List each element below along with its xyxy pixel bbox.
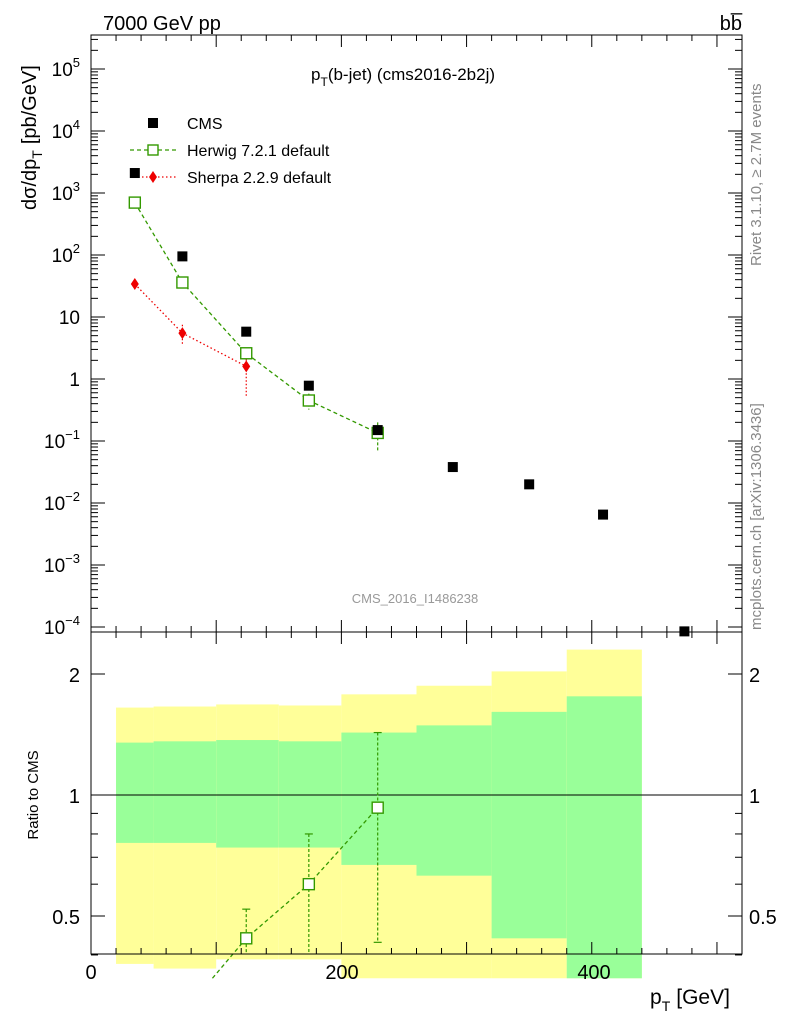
rivet-label: Rivet 3.1.10, ≥ 2.7M events: [748, 84, 765, 267]
cms-data-point: [372, 425, 383, 436]
mcplots-label: mcplots.cern.ch [arXiv:1306.3436]: [748, 403, 765, 630]
ratio-left-tick-label: 0.5: [52, 907, 80, 929]
herwig-point: [176, 276, 189, 289]
herwig-point: [240, 347, 253, 360]
tick-base: 10: [44, 618, 65, 639]
tick-base: 10: [44, 494, 65, 515]
sherpa-line: [134, 283, 247, 367]
ratio-left-tick-label: 2: [69, 665, 80, 687]
process-label: bb̅: [720, 12, 743, 35]
tick-exponent: 2: [73, 241, 80, 256]
tick-exponent: −3: [65, 551, 80, 566]
energy-label: 7000 GeV pp: [103, 13, 221, 35]
ratio-herwig-point: [302, 877, 316, 891]
ratio-axes: [90, 632, 743, 956]
tick-base: 10: [52, 60, 73, 81]
title-sub: T: [320, 75, 328, 89]
main-y-tick-label: 10: [59, 308, 80, 329]
ratio-band-inner: [153, 741, 217, 843]
legend-sherpa-marker: [149, 171, 157, 183]
tick-base: 10: [52, 184, 73, 205]
ratio-band-inner: [341, 732, 417, 865]
ratio-right-tick-label: 2: [749, 665, 760, 687]
xlabel-sub: T: [662, 998, 671, 1014]
ratio-herwig-point: [371, 801, 384, 814]
ratio-herwig-line: [211, 807, 379, 979]
ratio-y-axis-label: Ratio to CMS: [25, 750, 42, 839]
ratio-band-inner: [278, 741, 342, 848]
ratio-bands: [116, 649, 642, 979]
herwig-point: [302, 394, 316, 407]
title-p: p: [311, 65, 320, 84]
sherpa-point: [242, 360, 251, 373]
legend-herwig-marker: [147, 144, 159, 156]
tick-base: 10: [52, 122, 73, 143]
main-y-axis-label: dσ/dpT [pb/GeV]: [19, 65, 45, 210]
ratio-right-tick-label: 0.5: [749, 907, 777, 929]
ratio-herwig-point: [240, 932, 253, 945]
main-y-tick-label: 10−2: [44, 489, 80, 515]
cms-data-point: [524, 479, 535, 490]
tick-exponent: −2: [65, 489, 80, 504]
ratio-left-tick-label: 1: [69, 786, 80, 808]
main-y-tick-label: 10−1: [44, 427, 80, 453]
x-tick-label: 400: [577, 962, 610, 984]
main-y-tick-label: 10−4: [44, 613, 80, 639]
xlabel-p: p: [650, 986, 662, 1009]
watermark: CMS_2016_I1486238: [352, 591, 479, 606]
main-series: [128, 168, 690, 637]
sherpa-point: [178, 327, 187, 340]
x-tick-label: 200: [325, 962, 358, 984]
tick-base: 10: [44, 432, 65, 453]
tick-exponent: 5: [73, 55, 80, 70]
herwig-point: [128, 196, 142, 209]
main-y-tick-label: 105: [52, 55, 80, 81]
cms-data-point: [241, 326, 252, 337]
tick-exponent: 3: [73, 179, 80, 194]
cms-data-point: [177, 251, 188, 262]
sherpa-point: [130, 278, 139, 291]
cms-data-point: [303, 380, 314, 391]
ylabel-sub: T: [29, 150, 45, 159]
title-rest: (b-jet) (cms2016-2b2j): [328, 65, 495, 84]
ratio-series: [211, 731, 384, 979]
herwig-line: [134, 202, 378, 434]
legend-sherpa-label: Sherpa 2.2.9 default: [187, 170, 332, 187]
tick-base: 10: [59, 308, 80, 329]
tick-base: 1: [69, 370, 80, 391]
legend-cms-marker: [148, 118, 158, 128]
x-axis-label: pT [GeV]: [650, 986, 730, 1014]
legend-herwig-label: Herwig 7.2.1 default: [187, 143, 330, 160]
ratio-band-inner: [116, 742, 154, 843]
ratio-band-inner: [566, 696, 642, 979]
main-y-tick-label: 10−3: [44, 551, 80, 577]
ratio-band-inner: [216, 740, 279, 848]
ratio-right-tick-label: 1: [749, 786, 760, 808]
cms-data-point: [679, 626, 690, 637]
ylabel-prefix: dσ/dp: [19, 159, 41, 210]
tick-exponent: −1: [65, 427, 80, 442]
cms-data-point: [598, 509, 609, 520]
tick-base: 10: [44, 556, 65, 577]
cms-data-point: [447, 462, 458, 473]
tick-exponent: 4: [73, 117, 80, 132]
legend: CMS Herwig 7.2.1 default Sherpa 2.2.9 de…: [130, 116, 332, 187]
main-y-tick-label: 103: [52, 179, 80, 205]
main-y-tick-label: 102: [52, 241, 80, 267]
main-y-tick-label: 1: [69, 370, 80, 391]
ylabel-unit: [pb/GeV]: [19, 65, 41, 144]
cms-data-point: [129, 168, 140, 179]
tick-base: 10: [52, 246, 73, 267]
ratio-band-inner: [416, 725, 492, 876]
main-y-tick-label: 104: [52, 117, 80, 143]
xlabel-unit: [GeV]: [676, 986, 730, 1009]
tick-exponent: −4: [65, 613, 80, 628]
x-tick-label: 0: [85, 962, 96, 984]
legend-cms-label: CMS: [187, 116, 223, 133]
plot-title: pT(b-jet) (cms2016-2b2j): [311, 65, 495, 89]
ratio-band-inner: [491, 711, 567, 939]
